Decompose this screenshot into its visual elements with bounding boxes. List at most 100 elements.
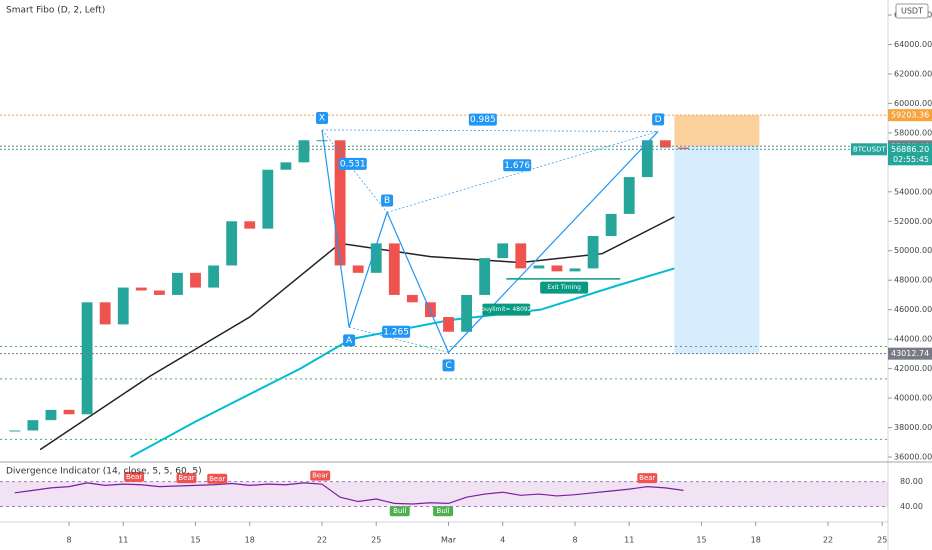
y-tick-label: 46000.00 bbox=[894, 305, 932, 314]
y-tick-label: 38000.00 bbox=[894, 423, 932, 432]
candle bbox=[569, 268, 581, 272]
indicator-tick-label: 80.00 bbox=[900, 477, 923, 486]
signal-box bbox=[433, 506, 454, 517]
candle bbox=[641, 140, 653, 178]
candle bbox=[135, 287, 147, 291]
candle bbox=[659, 140, 671, 148]
candle bbox=[63, 409, 75, 415]
signal-label: Bear bbox=[126, 473, 142, 481]
ratio-label: 1.265 bbox=[383, 327, 409, 337]
candle bbox=[262, 169, 274, 229]
candle bbox=[81, 302, 93, 415]
candle bbox=[479, 258, 491, 295]
pattern-point-box bbox=[381, 194, 394, 207]
candle bbox=[623, 177, 635, 214]
ratio-label: 0.531 bbox=[340, 159, 366, 169]
candle bbox=[334, 140, 346, 266]
unit: USDT bbox=[901, 7, 923, 16]
y-tick-label: 40000.00 bbox=[894, 394, 932, 403]
price-label: 56886.20 bbox=[891, 145, 929, 154]
ratio-label: 1.676 bbox=[504, 161, 530, 171]
signal-box bbox=[637, 473, 658, 484]
annotation-box bbox=[540, 281, 589, 294]
x-tick-label: 25 bbox=[877, 536, 887, 545]
signal-label: Bull bbox=[437, 507, 450, 515]
y-tick-label: 36000.00 bbox=[894, 452, 932, 461]
x-tick-label: 8 bbox=[66, 536, 71, 545]
x-tick-label: 25 bbox=[371, 536, 381, 545]
y-tick-label: 52000.00 bbox=[894, 217, 932, 226]
pattern-ratio-line bbox=[322, 129, 659, 132]
pattern-point-label: C bbox=[445, 361, 451, 371]
pattern-point-box bbox=[316, 111, 329, 124]
pattern-ratio-line bbox=[386, 131, 659, 213]
signal-box bbox=[389, 506, 410, 517]
candle bbox=[45, 409, 57, 421]
x-tick-label: 4 bbox=[500, 536, 505, 545]
countdown: 02:55:45 bbox=[893, 155, 929, 164]
signal-label: Bull bbox=[393, 507, 406, 515]
signal-label: Bear bbox=[639, 474, 655, 482]
ratio-box bbox=[503, 159, 532, 172]
annotation: Exit Timing bbox=[547, 284, 581, 291]
y-tick-label: 64000.00 bbox=[894, 40, 932, 49]
signal-label: Bear bbox=[312, 472, 328, 480]
target-zone bbox=[674, 115, 760, 147]
chart-title: Smart Fibo (D, 2, Left) bbox=[6, 6, 105, 16]
candle bbox=[316, 140, 328, 142]
y-tick-label: 48000.00 bbox=[894, 276, 932, 285]
signal-box bbox=[124, 471, 145, 482]
indicator-line bbox=[14, 482, 684, 505]
price-label: 43012.74 bbox=[891, 349, 929, 358]
x-tick-label: 18 bbox=[751, 536, 761, 545]
candle bbox=[388, 243, 400, 295]
candle bbox=[605, 213, 617, 237]
signal-label: Bear bbox=[178, 474, 194, 482]
candle bbox=[117, 287, 129, 325]
candle bbox=[172, 272, 183, 295]
indicator-title: Divergence Indicator (14, close, 5, 5, 6… bbox=[6, 467, 202, 477]
pattern-point-label: X bbox=[319, 113, 325, 123]
ratio-box bbox=[382, 325, 411, 338]
candle bbox=[298, 140, 310, 163]
ratio-label: 0.985 bbox=[470, 115, 496, 125]
candle bbox=[280, 162, 292, 170]
pattern-ratio-line bbox=[349, 327, 449, 353]
x-tick-label: 18 bbox=[245, 536, 255, 545]
signal-box bbox=[176, 473, 197, 484]
candle bbox=[678, 147, 689, 150]
ratio-box bbox=[338, 157, 367, 170]
x-tick-label: 11 bbox=[118, 536, 128, 545]
pattern-ratio-line bbox=[321, 129, 388, 213]
price-label-box bbox=[888, 347, 932, 360]
pattern-point-box bbox=[343, 334, 356, 347]
y-tick-label: 58000.00 bbox=[894, 128, 932, 137]
y-tick-label: 42000.00 bbox=[894, 364, 932, 373]
candle bbox=[99, 302, 111, 325]
pattern-point-label: A bbox=[346, 336, 353, 346]
price-label-box bbox=[888, 143, 932, 166]
pattern-point-box bbox=[442, 359, 455, 372]
symbol: BTCUSDT bbox=[853, 145, 887, 153]
candle bbox=[9, 430, 21, 432]
candle bbox=[443, 317, 454, 332]
signal-box bbox=[310, 470, 331, 481]
candle bbox=[551, 265, 563, 272]
x-tick-label: 11 bbox=[624, 536, 634, 545]
candle bbox=[370, 243, 382, 273]
candle bbox=[515, 243, 527, 269]
ratio-box bbox=[468, 113, 497, 126]
signal-label: Bear bbox=[209, 475, 225, 483]
y-tick-label: 62000.00 bbox=[894, 69, 932, 78]
candle bbox=[533, 265, 545, 269]
candle bbox=[352, 265, 364, 273]
x-tick-label: 15 bbox=[696, 536, 706, 545]
y-tick-label: 60000.00 bbox=[894, 99, 932, 108]
y-tick-label: 44000.00 bbox=[894, 335, 932, 344]
pattern-point-box bbox=[652, 113, 665, 126]
candle bbox=[244, 221, 256, 229]
candle bbox=[497, 243, 509, 259]
price-label: 59203.36 bbox=[891, 111, 929, 120]
x-tick-label: 22 bbox=[317, 536, 327, 545]
